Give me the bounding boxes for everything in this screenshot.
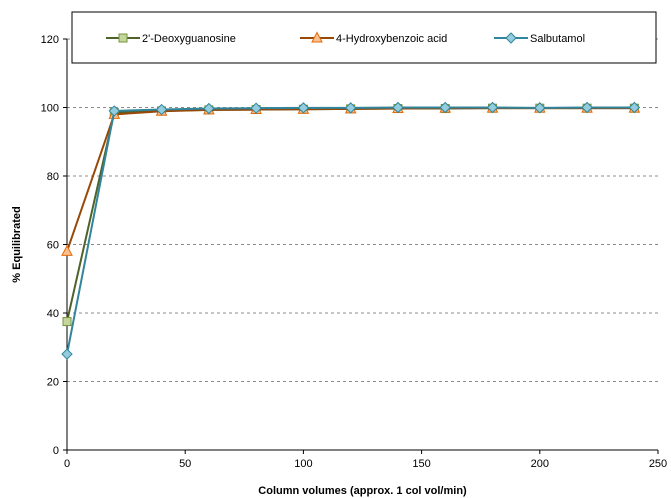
data-point xyxy=(534,102,546,114)
series-line xyxy=(66,106,635,355)
y-axis-title: % Equilibrated xyxy=(11,206,23,282)
y-tick-label: 80 xyxy=(47,171,59,183)
gridlines xyxy=(67,38,658,382)
x-tick-label: 200 xyxy=(531,458,549,470)
data-point xyxy=(62,317,72,327)
legend-entry: 2'-Deoxyguanosine xyxy=(106,33,236,45)
legend-label: 2'-Deoxyguanosine xyxy=(142,33,236,45)
data-point xyxy=(61,244,73,256)
x-tick-label: 150 xyxy=(412,458,430,470)
data-point xyxy=(628,101,641,114)
data-point xyxy=(108,105,120,117)
legend-swatch-marker xyxy=(118,33,128,43)
data-point xyxy=(297,102,310,114)
x-tick-label: 50 xyxy=(179,458,191,470)
legend-label: 4-Hydroxybenzoic acid xyxy=(336,33,447,45)
y-tick-label: 20 xyxy=(47,377,59,389)
x-tick-label: 0 xyxy=(64,458,70,470)
series-group xyxy=(61,101,641,360)
legend-swatch-marker xyxy=(505,32,517,44)
data-point xyxy=(344,102,357,114)
data-point xyxy=(392,101,404,114)
y-tick-label: 40 xyxy=(47,308,59,320)
series-triangle xyxy=(61,101,641,256)
series-square xyxy=(62,103,639,327)
axes xyxy=(63,38,659,454)
tick-labels: 0 20 40 60 80 100 120 0 50 100 150 200 250 xyxy=(41,34,668,470)
series-line xyxy=(66,107,635,322)
y-tick-label: 120 xyxy=(41,34,59,46)
y-tick-label: 0 xyxy=(53,445,59,457)
data-point xyxy=(203,102,215,115)
x-tick-label: 250 xyxy=(649,458,667,470)
data-point xyxy=(250,102,262,114)
data-point xyxy=(581,101,593,114)
x-tick-label: 100 xyxy=(294,458,312,470)
series-line xyxy=(66,107,635,252)
legend-swatch-marker xyxy=(311,31,323,43)
y-tick-label: 100 xyxy=(41,103,59,115)
legend: 2'-Deoxyguanosine 4-Hydroxybenzoic acid Sa… xyxy=(71,11,657,64)
legend-box xyxy=(71,11,657,64)
y-tick-label: 60 xyxy=(47,240,59,252)
data-point xyxy=(439,101,451,114)
x-axis-title: Column volumes (approx. 1 col vol/min) xyxy=(258,485,467,497)
legend-entry: Salbutamol xyxy=(494,32,585,45)
legend-label: Salbutamol xyxy=(530,33,585,45)
series-diamond xyxy=(61,101,641,360)
data-point xyxy=(155,103,168,116)
data-point xyxy=(486,101,499,114)
data-point xyxy=(61,348,73,360)
legend-entry: 4-Hydroxybenzoic acid xyxy=(300,31,447,45)
